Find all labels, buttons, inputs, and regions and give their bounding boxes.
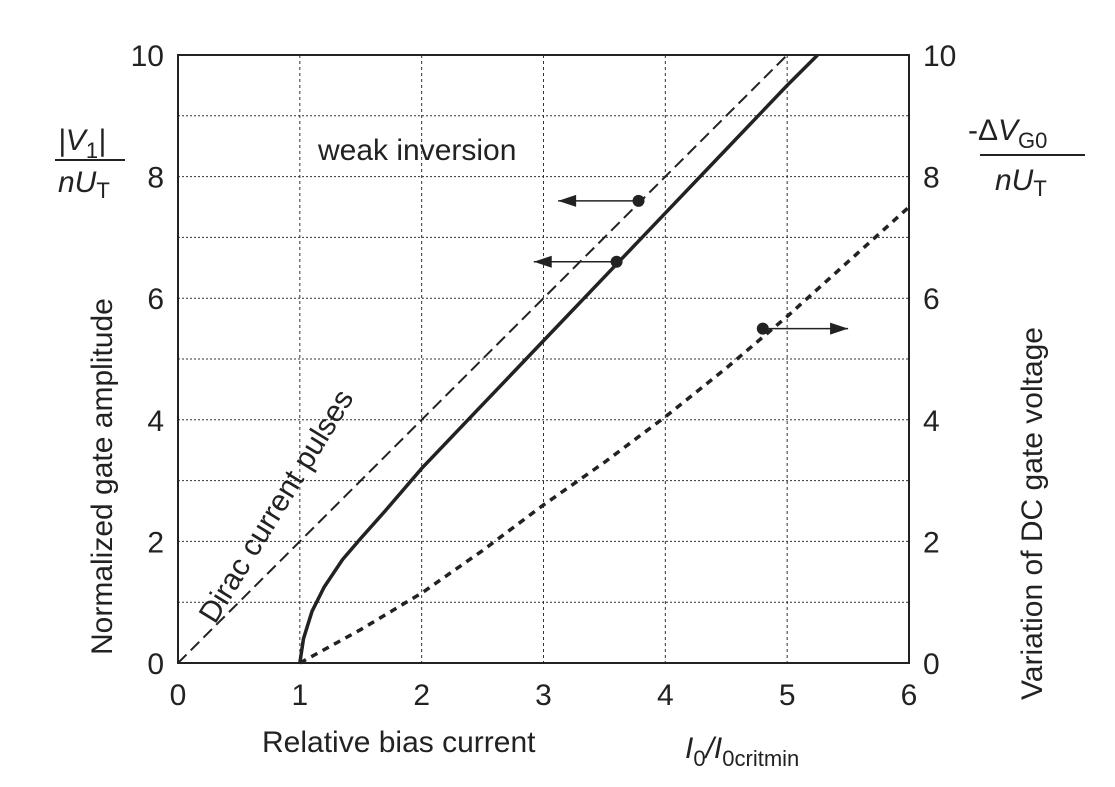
xlabel-symbol: I0/I0critmin <box>685 732 799 771</box>
y-tick-label-left: 0 <box>147 648 164 681</box>
y-tick-label-right: 4 <box>923 405 940 438</box>
annotation-weak-inversion: weak inversion <box>317 134 516 167</box>
arrow-left-icon <box>533 255 552 268</box>
x-tick-label: 2 <box>413 679 430 712</box>
svg-text:nUT: nUT <box>995 164 1047 201</box>
ylabel-left-symbol: |V1| nUT <box>55 124 125 203</box>
y-tick-label-left: 6 <box>147 283 164 316</box>
plot-frame <box>177 54 910 664</box>
ylabel-right: Variation of DC gate voltage <box>1016 327 1049 700</box>
ylabel-left: Normalized gate amplitude <box>86 298 119 655</box>
y-tick-label-right: 10 <box>923 40 956 73</box>
y-tick-label-right: 0 <box>923 648 940 681</box>
y-tick-label-right: 6 <box>923 283 940 316</box>
grid <box>178 55 909 663</box>
y-tick-label-left: 4 <box>147 405 164 438</box>
x-tick-label: 6 <box>901 679 918 712</box>
x-tick-label: 0 <box>170 679 187 712</box>
arrow-left-icon <box>558 194 577 207</box>
arrow-right-icon <box>830 322 849 335</box>
y-tick-label-right: 2 <box>923 526 940 559</box>
x-tick-label: 1 <box>291 679 308 712</box>
svg-text:nUT: nUT <box>58 166 110 203</box>
y-tick-label-left: 10 <box>131 40 164 73</box>
y-tick-label-left: 8 <box>147 162 164 195</box>
xlabel: Relative bias current <box>262 726 536 759</box>
ylabel-right-symbol: -ΔVG0 nUT <box>968 114 1085 201</box>
svg-text:-ΔVG0: -ΔVG0 <box>968 114 1047 153</box>
series-dotted <box>298 205 911 665</box>
svg-text:|V1|: |V1| <box>58 124 106 163</box>
y-tick-label-left: 2 <box>147 526 164 559</box>
x-tick-label: 4 <box>657 679 674 712</box>
x-tick-label: 5 <box>779 679 796 712</box>
x-tick-label: 3 <box>535 679 552 712</box>
series-solid <box>298 53 819 664</box>
y-tick-label-right: 8 <box>923 162 940 195</box>
